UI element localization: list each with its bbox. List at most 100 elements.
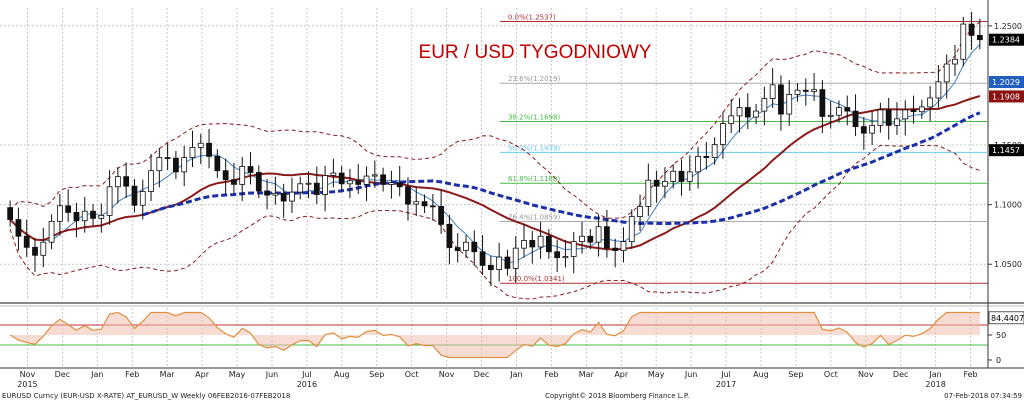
candle-body: [836, 107, 842, 116]
candle-body: [645, 179, 652, 207]
candle-body: [463, 241, 469, 251]
candle-body: [222, 170, 229, 181]
bollinger-lower-line: [9, 144, 981, 300]
month-tick-label: Oct: [405, 370, 419, 379]
month-tick-label: Nov: [858, 370, 874, 379]
candle-body: [247, 166, 254, 173]
candle-body: [313, 182, 320, 195]
candle-body: [371, 174, 378, 177]
indicator-value-label: 84.4407: [991, 314, 1024, 323]
candle-body: [761, 98, 768, 112]
candle-body: [32, 246, 38, 256]
candle-body: [81, 210, 88, 222]
footer-left: EURUSD Curncy (EUR-USD X-RATE) AT_EURUSD…: [2, 392, 290, 400]
fast-moving-average-line: [9, 44, 981, 264]
month-tick-label: Feb: [963, 370, 977, 379]
candle-body: [338, 172, 345, 185]
year-tick-label: 2018: [925, 380, 945, 389]
month-tick-label: Sep: [369, 370, 384, 379]
month-tick-label: Jan: [509, 370, 522, 379]
candle-body: [529, 240, 536, 248]
fibonacci-label: 38.2%(1.1698): [508, 113, 560, 121]
price-tag-label: 1.1908: [992, 92, 1020, 101]
month-tick-label: Aug: [334, 370, 350, 379]
month-tick-label: Jun: [684, 370, 698, 379]
month-tick-label: Nov: [20, 370, 36, 379]
candle-body: [23, 235, 30, 248]
candle-body: [902, 109, 909, 120]
candle-body: [496, 256, 503, 271]
month-tick-label: Dec: [893, 370, 908, 379]
candle-body: [305, 182, 312, 185]
candle-body: [73, 211, 80, 222]
candle-body: [438, 206, 445, 225]
candle-body: [620, 241, 627, 251]
candle-body: [347, 180, 353, 185]
price-tick-label: 1.0500: [994, 260, 1022, 269]
price-tag: [989, 76, 1024, 89]
month-tick-label: Apr: [614, 370, 629, 379]
candle-body: [968, 23, 975, 36]
candle-body: [181, 157, 188, 173]
candle-body: [653, 179, 660, 187]
month-tick-label: Jul: [301, 370, 312, 379]
candle-body: [90, 210, 96, 219]
month-tick-label: Oct: [824, 370, 838, 379]
month-tick-label: May: [648, 370, 665, 379]
candle-body: [239, 166, 246, 185]
candle-body: [628, 216, 635, 242]
candle-body: [637, 206, 643, 217]
price-tag-label: 1.1457: [992, 146, 1020, 155]
candle-body: [280, 192, 287, 202]
candle-body: [7, 207, 14, 220]
candle-body: [164, 157, 171, 159]
fibonacci-label: 61.8%(1.1180): [508, 175, 560, 183]
price-tick-label: 1.2500: [994, 22, 1022, 31]
candle-body: [786, 94, 793, 115]
candle-body: [612, 247, 619, 251]
candle-body: [844, 107, 851, 112]
candle-body: [396, 182, 403, 188]
candle-body: [545, 235, 552, 253]
price-tag: [989, 90, 1024, 103]
month-tick-label: Mar: [160, 370, 176, 379]
month-tick-label: Feb: [125, 370, 139, 379]
fibonacci-label: 76.4%(1.0859): [508, 213, 560, 221]
candle-body: [355, 180, 362, 185]
candle-body: [454, 247, 461, 251]
candle-body: [894, 118, 900, 126]
candle-body: [877, 109, 884, 126]
candle-body: [363, 175, 370, 185]
indicator-tick-label: 0: [996, 356, 1001, 365]
chart-title: EUR / USD TYGODNIOWY: [419, 42, 652, 63]
candle-body: [918, 106, 925, 113]
oscillator-area: [10, 312, 980, 358]
candle-body: [554, 251, 561, 259]
candle-body: [587, 235, 594, 243]
candle-body: [413, 201, 420, 205]
candle-body: [264, 190, 270, 196]
candle-body: [570, 241, 577, 257]
candle-body: [927, 97, 934, 108]
fibonacci-label: 50.0%(1.1439): [508, 144, 560, 152]
candle-body: [272, 192, 279, 196]
candle-body: [139, 191, 146, 206]
candle-body: [156, 157, 163, 172]
month-tick-label: Nov: [439, 370, 455, 379]
candle-body: [562, 256, 569, 259]
year-tick-label: 2017: [716, 380, 736, 389]
oscillator-panel: [0, 311, 988, 359]
month-tick-label: Dec: [55, 370, 70, 379]
candle-body: [976, 35, 983, 41]
price-tag-label: 1.2384: [992, 36, 1020, 45]
month-tick-label: Feb: [544, 370, 558, 379]
footer-center: Copyright© 2018 Bloomberg Finance L.P.: [545, 392, 689, 400]
candle-body: [380, 174, 386, 185]
candle-body: [910, 109, 917, 113]
footer-right: 07-Feb-2018 07:34:59: [944, 392, 1022, 400]
month-tick-label: Jun: [265, 370, 279, 379]
candle-body: [703, 155, 710, 158]
month-tick-label: Jan: [928, 370, 941, 379]
candle-body: [720, 123, 726, 145]
